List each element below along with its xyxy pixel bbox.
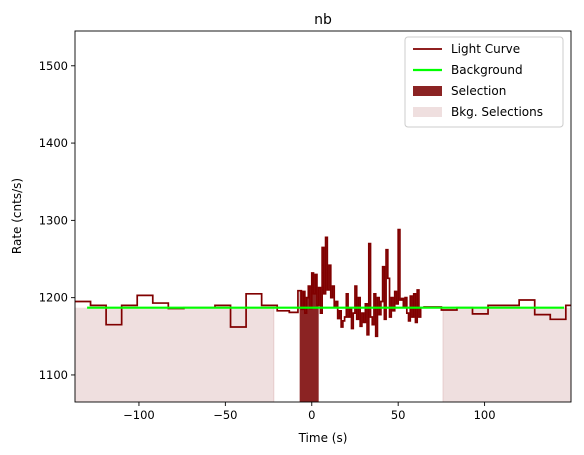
legend-label-background: Background [451, 63, 523, 77]
x-tick-label: 100 [474, 408, 496, 422]
light-curve-line [75, 228, 571, 338]
legend-label-selection: Selection [451, 84, 506, 98]
x-axis-ticks: −100 −50 0 50 100 [123, 402, 496, 422]
plot-area [74, 228, 572, 402]
legend-label-bkg-selections: Bkg. Selections [451, 105, 543, 119]
legend-box [404, 36, 564, 128]
y-tick-label: 1500 [39, 59, 68, 73]
y-tick-label: 1200 [39, 291, 68, 305]
x-tick-label: 50 [391, 408, 406, 422]
bkg-selection-region-0 [75, 307, 274, 402]
y-tick-label: 1100 [39, 368, 68, 382]
chart-title: nb [314, 12, 332, 28]
axes-frame [74, 30, 572, 403]
y-tick-label: 1300 [39, 213, 68, 227]
legend-swatch-selection [413, 86, 442, 96]
legend-label-light-curve: Light Curve [451, 42, 520, 56]
y-tick-label: 1400 [39, 136, 68, 150]
legend-swatch-bkg-selections [413, 107, 442, 117]
y-axis-ticks: 1100 1200 1300 1400 1500 [39, 59, 75, 382]
bkg-selection-region-1 [443, 307, 571, 402]
x-axis-label: Time (s) [298, 431, 348, 445]
x-tick-label: 0 [308, 408, 315, 422]
x-tick-label: −50 [213, 408, 237, 422]
x-tick-label: −100 [123, 408, 155, 422]
y-axis-label: Rate (cnts/s) [10, 178, 24, 254]
legend: Light Curve Background Selection Bkg. Selec… [404, 36, 564, 128]
